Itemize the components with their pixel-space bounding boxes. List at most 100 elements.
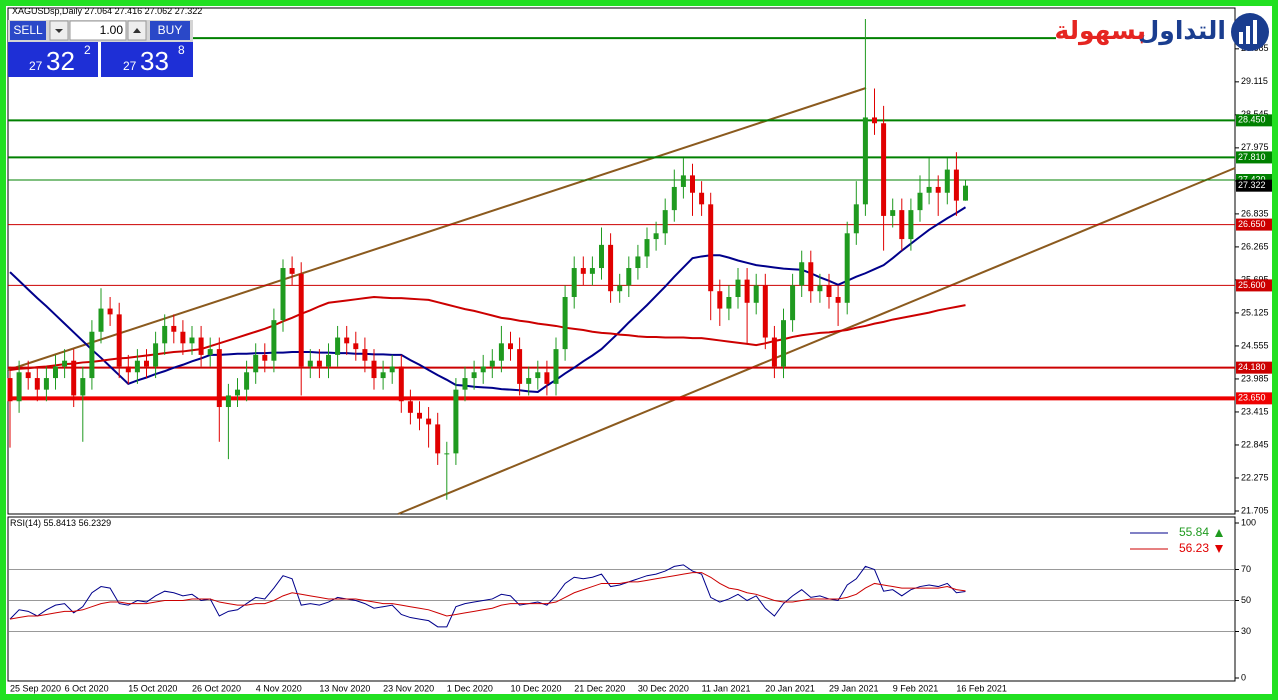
sell-label[interactable]: SELL <box>13 23 43 37</box>
candle-body <box>799 262 805 286</box>
candle-body <box>626 268 632 286</box>
logo-part1: التداول <box>1138 16 1226 46</box>
candle-body <box>80 378 86 396</box>
candle-body <box>53 366 58 379</box>
level-label-box <box>1236 392 1272 405</box>
price-label-box <box>1236 179 1272 192</box>
candle-body <box>535 372 541 379</box>
candle-body <box>326 354 331 367</box>
logo-part2: بسهولة <box>1054 16 1146 46</box>
y-tick-label: 23.985 <box>1241 373 1269 383</box>
candle-body <box>280 268 286 321</box>
candle-body <box>480 366 486 373</box>
sell-button[interactable] <box>10 21 46 40</box>
x-tick-label: 16 Feb 2021 <box>956 683 1007 693</box>
candle-body <box>153 343 159 367</box>
chart-title: XAGUSDsp,Daily <box>12 6 83 16</box>
x-tick-label: 23 Nov 2020 <box>383 683 434 693</box>
level-label-box <box>1236 279 1272 292</box>
legend-label: 56.23 <box>1179 541 1209 555</box>
price-panel <box>7 7 1236 515</box>
candle-body <box>244 372 250 390</box>
candle-body <box>62 360 68 367</box>
candle-body <box>699 192 705 205</box>
rsi-panel <box>7 516 1236 682</box>
header-close: 27.322 <box>175 6 203 16</box>
candle-body <box>562 296 568 350</box>
candle-body <box>271 320 277 361</box>
candle-body <box>171 325 177 332</box>
candle-body <box>908 210 914 240</box>
candle-body <box>198 337 204 355</box>
header-low: 27.062 <box>145 6 173 16</box>
ask-box[interactable] <box>101 42 193 77</box>
y-tick-label: 22.275 <box>1241 472 1269 482</box>
candle-body <box>307 360 313 367</box>
level-label-box <box>1236 218 1272 231</box>
x-tick-label: 11 Jan 2021 <box>702 683 751 693</box>
level-label: 27.420 <box>1238 174 1266 184</box>
candle-body <box>808 262 814 292</box>
ask-prefix: 27 <box>123 59 137 73</box>
candle-body <box>708 204 714 292</box>
y-tick-label: 50 <box>1241 595 1251 605</box>
moving-average <box>9 295 966 371</box>
y-tick-label: 24.555 <box>1241 340 1269 350</box>
logo-bar <box>1253 20 1257 44</box>
candle-body <box>134 360 140 373</box>
y-tick-label: 26.265 <box>1241 241 1269 251</box>
y-tick-label: 22.845 <box>1241 439 1269 449</box>
candle-body <box>489 360 495 367</box>
lot-value[interactable]: 1.00 <box>100 23 124 37</box>
candle-body <box>899 210 905 240</box>
candle-body <box>635 256 641 269</box>
candle-body <box>580 268 586 274</box>
trend-line-lower <box>397 167 1236 515</box>
candle-body <box>926 186 932 193</box>
x-tick-label: 1 Dec 2020 <box>447 683 493 693</box>
candle-body <box>917 192 923 211</box>
candle-body <box>43 378 49 390</box>
candle-body <box>617 285 623 292</box>
x-tick-label: 4 Nov 2020 <box>256 683 302 693</box>
candle-body <box>844 233 850 303</box>
candle-body <box>553 349 559 384</box>
x-tick-label: 30 Dec 2020 <box>638 683 689 693</box>
candle-body <box>853 204 859 234</box>
level-label: 23.650 <box>1238 393 1266 403</box>
candle-body <box>417 412 422 419</box>
y-tick-label: 27.975 <box>1241 142 1269 152</box>
candle-body <box>235 389 240 396</box>
bid-prefix: 27 <box>29 59 43 73</box>
candle-body <box>862 117 868 205</box>
candle-body <box>189 337 195 344</box>
candle-body <box>371 360 377 379</box>
bid-main: 32 <box>46 46 75 76</box>
rsi-value: 55.8413 <box>44 518 77 528</box>
bid-box[interactable] <box>8 42 98 77</box>
y-tick-label: 29.115 <box>1241 76 1268 86</box>
candle-body <box>16 372 22 402</box>
plot-layer: 21.705 22.275 22.845 23.415 23.985 24.555 25.1… <box>7 19 1272 693</box>
ask-sup: 8 <box>178 43 185 57</box>
candle-body <box>835 296 841 303</box>
y-tick-label: 28.545 <box>1241 109 1269 119</box>
buy-button[interactable] <box>150 21 190 40</box>
header-open: 27.064 <box>85 6 113 16</box>
y-tick-label: 21.705 <box>1241 505 1269 515</box>
candle-body <box>453 389 459 454</box>
candle-body <box>662 210 668 234</box>
legend-label: 55.84 <box>1179 525 1209 539</box>
candle-body <box>426 418 432 425</box>
candle-body <box>817 285 823 292</box>
buy-label[interactable]: BUY <box>158 23 183 37</box>
rsi-title: RSI(14) 55.8413 56.2329 <box>10 518 111 528</box>
bid-sup: 2 <box>84 43 91 57</box>
y-tick-label: 100 <box>1241 517 1256 527</box>
candle-body <box>589 268 595 274</box>
lot-input[interactable] <box>69 20 127 41</box>
logo-bar <box>1246 26 1250 44</box>
candle-body <box>207 349 213 355</box>
